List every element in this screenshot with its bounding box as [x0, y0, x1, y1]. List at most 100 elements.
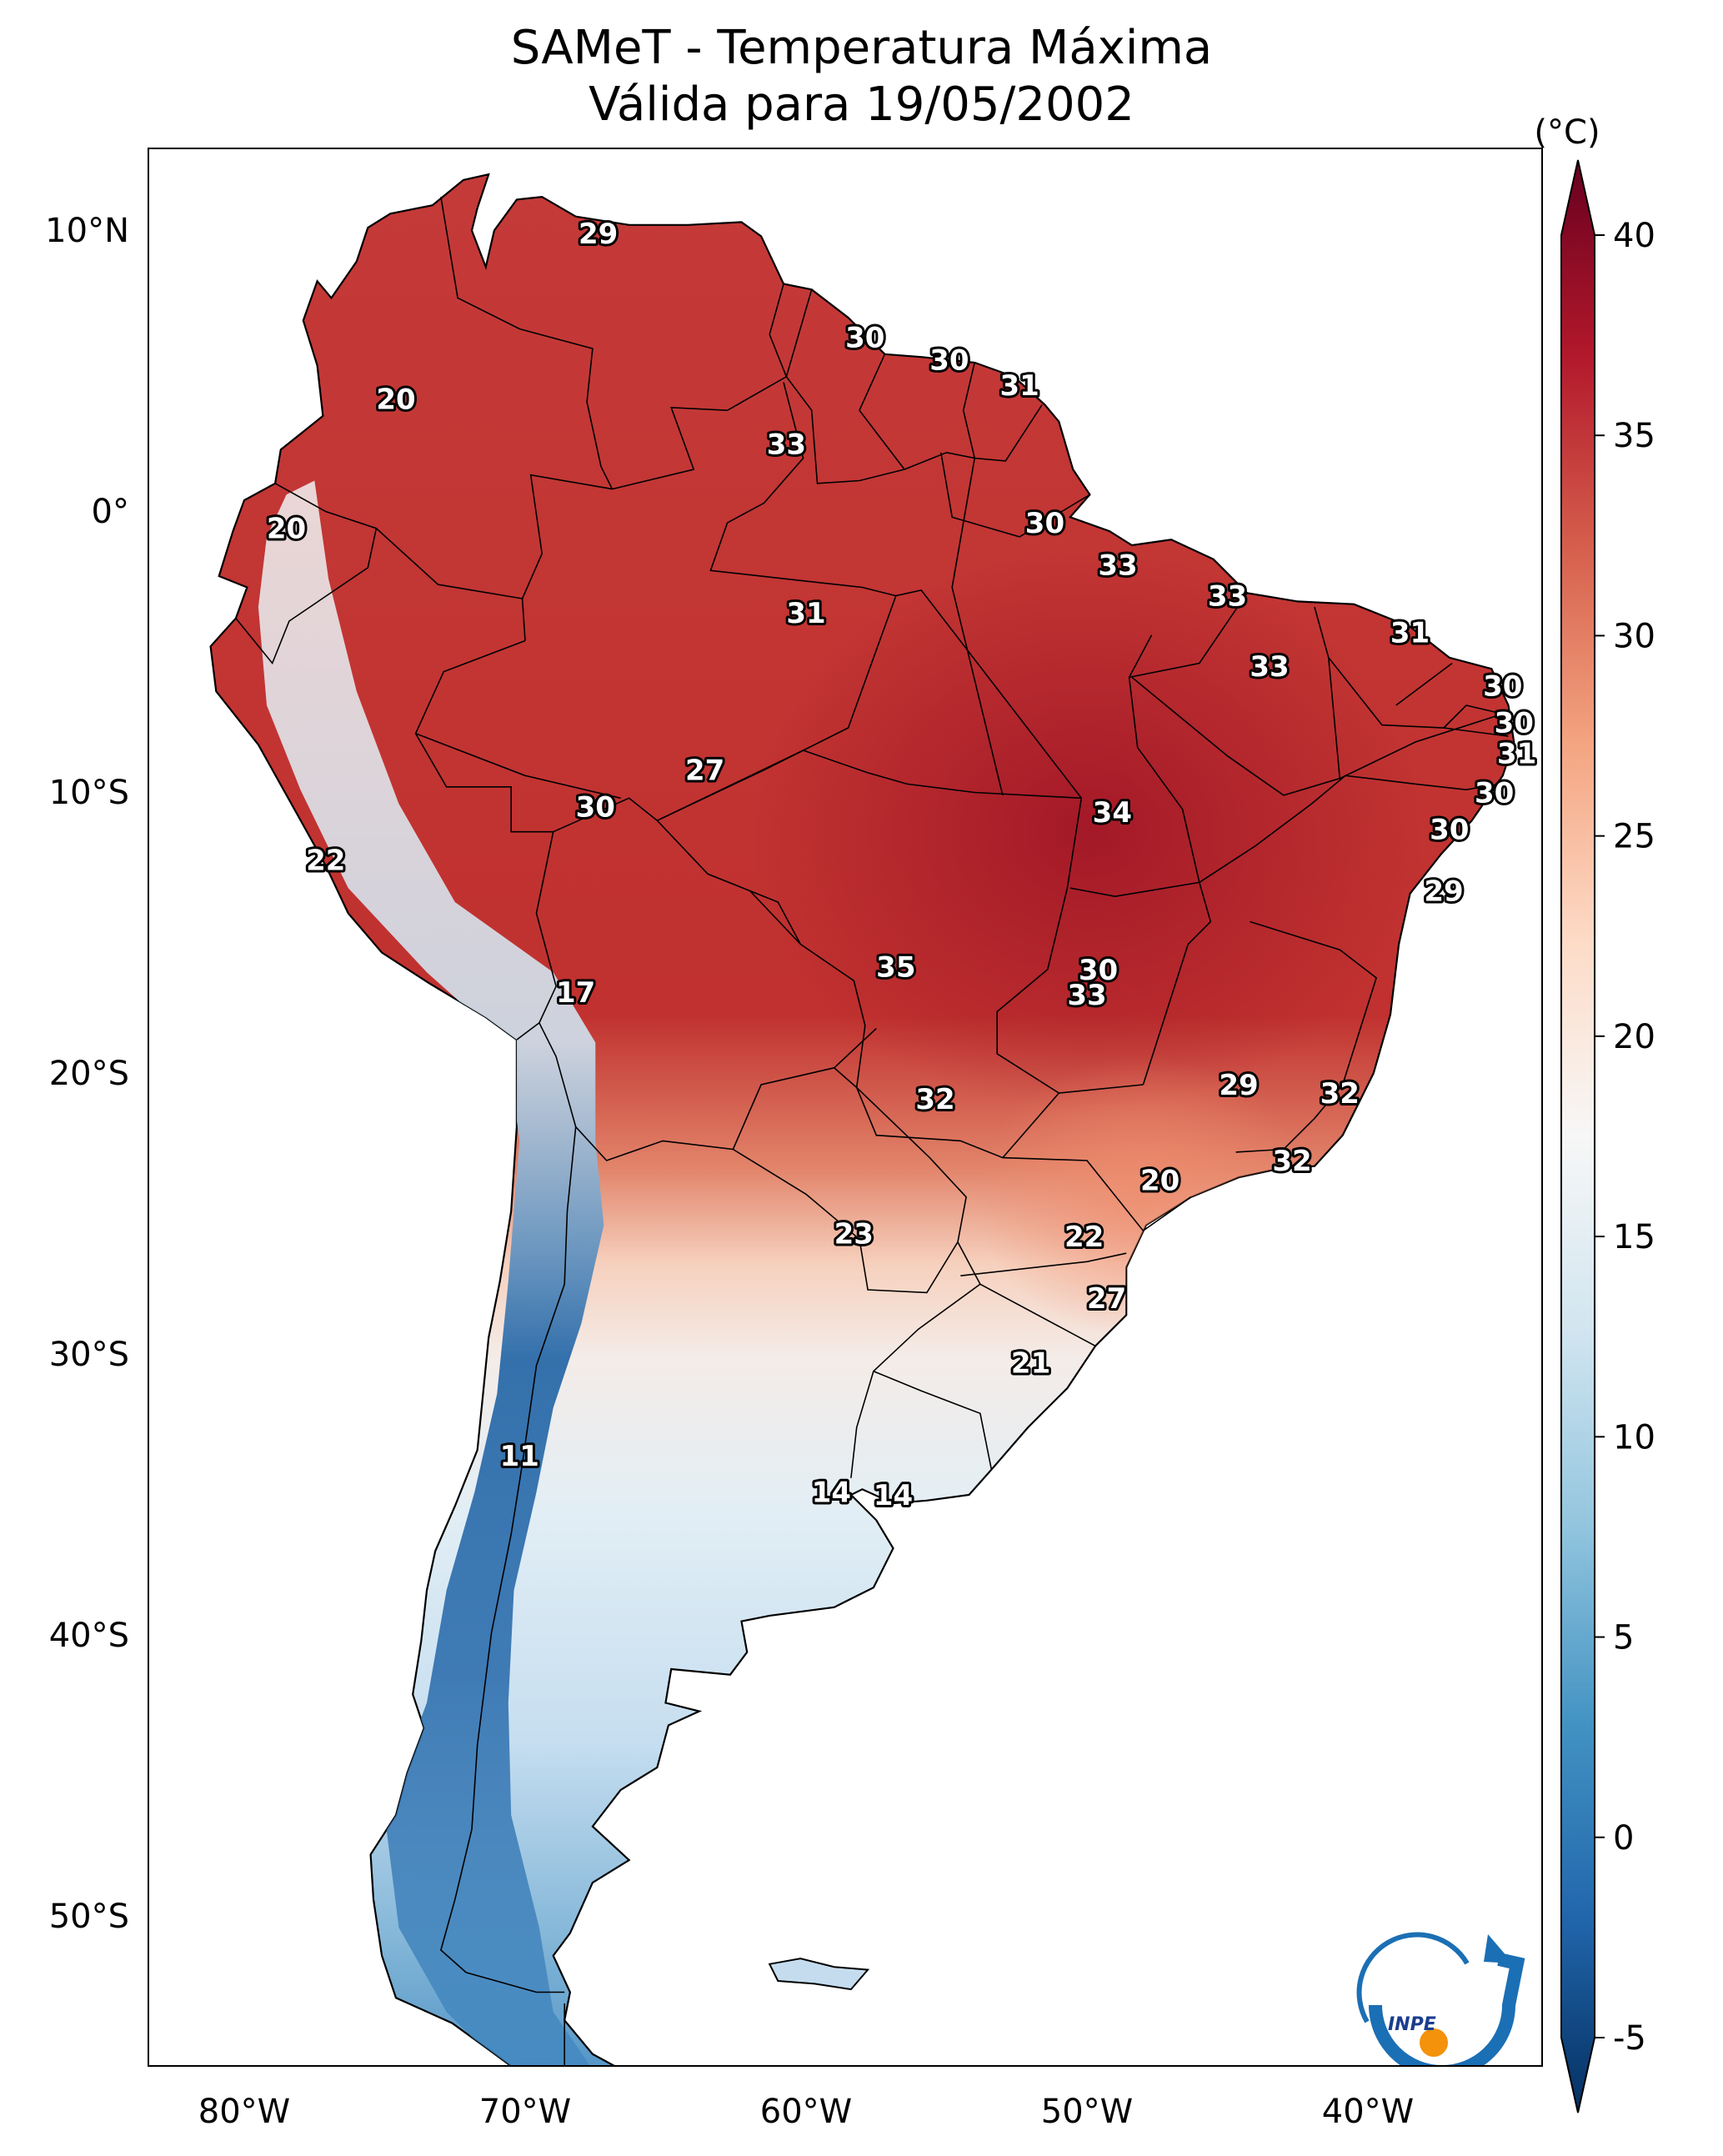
border-line	[785, 289, 905, 484]
temperature-label: 14	[812, 1477, 851, 1510]
longitude-tick-labels: 80°W 70°W 60°W 50°W 40°W	[198, 2093, 1414, 2131]
border-line	[414, 639, 553, 833]
border-line	[859, 353, 975, 470]
colorbar-tick-label: 5	[1613, 1619, 1634, 1657]
border-line	[440, 196, 614, 489]
temperature-label: 30	[1430, 813, 1469, 846]
colorbar-tick-label: 30	[1613, 617, 1655, 655]
map-subtitle: Válida para 19/05/2002	[589, 78, 1134, 132]
temperature-label: 23	[834, 1218, 874, 1251]
temperature-label: 22	[306, 844, 345, 877]
border-line	[1235, 920, 1378, 1153]
border-line	[1129, 592, 1248, 679]
temperature-label: 11	[500, 1440, 539, 1473]
lat-tick-20s: 20°S	[49, 1055, 129, 1093]
temperature-label: 29	[1219, 1069, 1258, 1102]
border-line	[1131, 606, 1341, 796]
colorbar-unit: (°C)	[1534, 113, 1600, 152]
temperature-label: 33	[1067, 979, 1106, 1012]
border-line	[535, 831, 858, 1161]
temperature-label: 30	[576, 790, 615, 824]
temperature-label: 30	[1475, 777, 1514, 810]
lon-tick-80w: 80°W	[198, 2093, 290, 2131]
temperature-label: 27	[685, 755, 724, 788]
border-line	[850, 1241, 981, 1478]
border-line	[415, 733, 621, 800]
lat-tick-40s: 40°S	[49, 1617, 129, 1655]
border-line	[1142, 775, 1416, 1086]
temperature-label: 22	[1064, 1221, 1104, 1254]
border-line	[979, 1283, 1096, 1347]
border-line	[1328, 657, 1505, 780]
colorbar-body	[1560, 159, 1595, 2113]
inpe-logo: INPE	[1356, 1932, 1525, 2066]
temperature-label: 30	[1483, 669, 1522, 703]
hot-core-central-brazil	[749, 550, 1425, 1113]
border-line	[439, 1126, 577, 1993]
inpe-logo-text: INPE	[1388, 2014, 1436, 2035]
colorbar-tick-label: 10	[1613, 1418, 1655, 1457]
border-line	[1395, 662, 1453, 706]
temperature-label: 30	[1495, 706, 1534, 740]
colorbar-tick-label: -5	[1613, 2019, 1646, 2058]
colorbar-tick-label: 0	[1613, 1819, 1634, 1858]
border-line	[732, 1086, 967, 1294]
plot-frame	[148, 148, 1543, 2067]
lat-tick-30s: 30°S	[49, 1336, 129, 1374]
andes-cold-band	[258, 480, 604, 2066]
falkland-islands	[768, 1958, 870, 1991]
lat-tick-10n: 10°N	[45, 212, 129, 250]
temperature-label: 17	[556, 976, 595, 1010]
colorbar-tick-label: 25	[1613, 818, 1655, 856]
latitude-tick-labels: 10°N 0° 10°S 20°S 30°S 40°S 50°S	[45, 212, 129, 1936]
temperature-label: 33	[1098, 549, 1137, 583]
border-line	[553, 797, 866, 1088]
temperature-label: 31	[999, 369, 1039, 403]
temperature-label: 27	[1087, 1282, 1126, 1316]
temperature-label: 30	[845, 322, 884, 355]
border-line	[521, 474, 613, 641]
temperature-label: 30	[1025, 507, 1064, 540]
temperature-label: 30	[1079, 954, 1118, 987]
border-line	[940, 452, 1090, 538]
temperature-label: 32	[1272, 1145, 1311, 1178]
lat-tick-50s: 50°S	[49, 1898, 129, 1936]
temperature-label: 29	[579, 218, 618, 251]
temperature-label: 31	[1497, 737, 1536, 770]
border-line	[1443, 727, 1509, 737]
temperature-label: 14	[874, 1479, 913, 1512]
lon-tick-50w: 50°W	[1041, 2093, 1133, 2131]
temperature-label: 20	[376, 384, 415, 417]
temperature-label: 20	[267, 513, 306, 546]
lon-tick-40w: 40°W	[1322, 2093, 1414, 2131]
temperature-label: 35	[876, 950, 915, 984]
border-line	[960, 1252, 1127, 1276]
border-line	[516, 1022, 540, 1040]
lat-tick-0: 0°	[92, 493, 129, 531]
lon-tick-60w: 60°W	[760, 2093, 852, 2131]
border-line	[657, 589, 1082, 821]
border-line	[235, 483, 378, 665]
border-line	[375, 528, 523, 599]
border-line	[709, 382, 896, 597]
border-line	[1002, 1156, 1192, 1232]
colorbar-tick-label: 35	[1613, 417, 1655, 455]
border-line	[951, 458, 1004, 796]
colorbar-ticks: -5 0 5 10 15 20 25 30 35 40	[1595, 217, 1655, 2058]
country-borders	[235, 196, 1509, 2066]
border-line	[834, 1028, 877, 1069]
lat-tick-10s: 10°S	[49, 774, 129, 812]
temperature-label: 32	[915, 1083, 954, 1116]
temperature-label: 31	[1390, 616, 1430, 649]
temperature-label: 33	[767, 429, 806, 462]
temperature-label: 33	[1208, 580, 1247, 614]
border-line	[1415, 783, 1500, 791]
colorbar-tick-label: 20	[1613, 1018, 1655, 1056]
temperature-label: 32	[1320, 1077, 1360, 1111]
border-line	[749, 890, 801, 945]
temperature-label: 29	[1424, 875, 1463, 908]
temperature-label: 20	[1140, 1165, 1180, 1198]
